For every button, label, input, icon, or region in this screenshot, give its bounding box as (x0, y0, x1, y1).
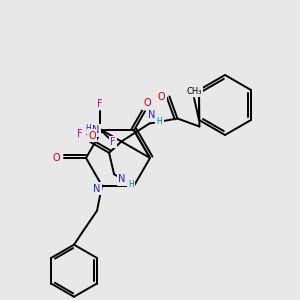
Text: O: O (52, 153, 60, 163)
Text: O: O (143, 98, 151, 108)
Text: F: F (97, 99, 103, 109)
Text: H: H (128, 180, 134, 189)
Text: N: N (93, 184, 101, 194)
Text: F: F (110, 137, 116, 147)
Text: H: H (157, 117, 162, 126)
Text: N: N (148, 110, 155, 121)
Text: N: N (92, 125, 100, 135)
Text: H: H (85, 124, 91, 133)
Text: O: O (88, 131, 96, 141)
Text: N: N (118, 174, 126, 184)
Text: F: F (77, 129, 83, 140)
Text: CH₃: CH₃ (186, 86, 202, 95)
Text: O: O (158, 92, 165, 101)
